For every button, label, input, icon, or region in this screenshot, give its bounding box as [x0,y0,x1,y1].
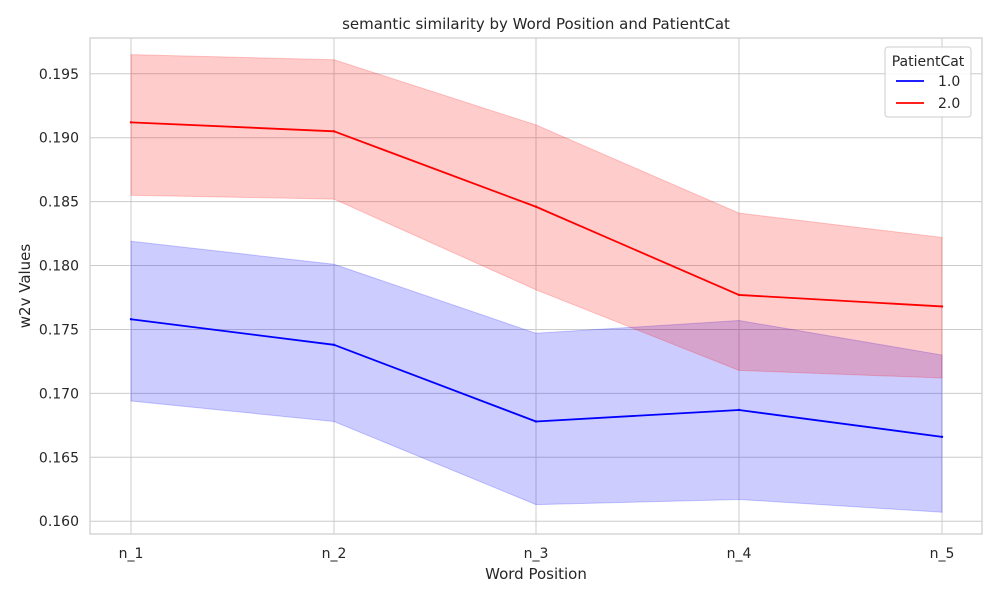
plot-frame [89,37,983,535]
x-tick-label: n_1 [119,546,144,562]
x-tick-label: n_2 [322,546,347,562]
data-point-2.0 [737,293,741,297]
x-tick-label: n_4 [727,546,752,562]
legend-title: PatientCat [892,54,965,70]
confidence-band-2.0 [130,54,943,379]
y-tick-label: 0.195 [39,67,79,83]
x-axis-label: Word Position [485,565,587,583]
grid [90,38,982,534]
y-axis-label: w2v Values [16,244,34,329]
y-tick-label: 0.165 [39,450,79,466]
y-tick-label: 0.160 [39,514,79,530]
legend-box [884,46,972,118]
y-tick-label: 0.170 [39,386,79,402]
data-point-2.0 [534,205,538,208]
y-tick-labels: 0.160 0.165 0.170 0.175 0.180 0.185 0.190 0.195 [39,67,79,530]
confidence-bands [130,54,943,513]
data-point-2.0 [940,305,944,308]
legend: PatientCat 1.02.0 [884,46,972,118]
data-point-1.0 [534,420,538,423]
data-point-1.0 [940,435,944,439]
x-tick-label: n_5 [930,546,955,562]
y-tick-label: 0.180 [39,259,79,275]
confidence-band-1.0 [130,240,943,513]
data-point-1.0 [737,408,741,412]
data-point-1.0 [129,318,133,321]
legend-label-1.0: 1.0 [938,74,960,90]
data-point-1.0 [332,343,336,347]
series-lines [129,121,944,439]
y-tick-label: 0.185 [39,195,79,211]
data-point-2.0 [129,121,133,124]
y-tick-label: 0.190 [39,131,79,147]
x-tick-labels: n_1 n_2 n_3 n_4 n_5 [119,546,955,562]
legend-entries: 1.02.0 [896,74,960,112]
data-point-2.0 [332,130,336,133]
legend-label-2.0: 2.0 [938,96,960,112]
x-tick-label: n_3 [524,546,549,562]
chart-title: semantic similarity by Word Position and… [342,15,730,33]
y-tick-label: 0.175 [39,322,79,338]
